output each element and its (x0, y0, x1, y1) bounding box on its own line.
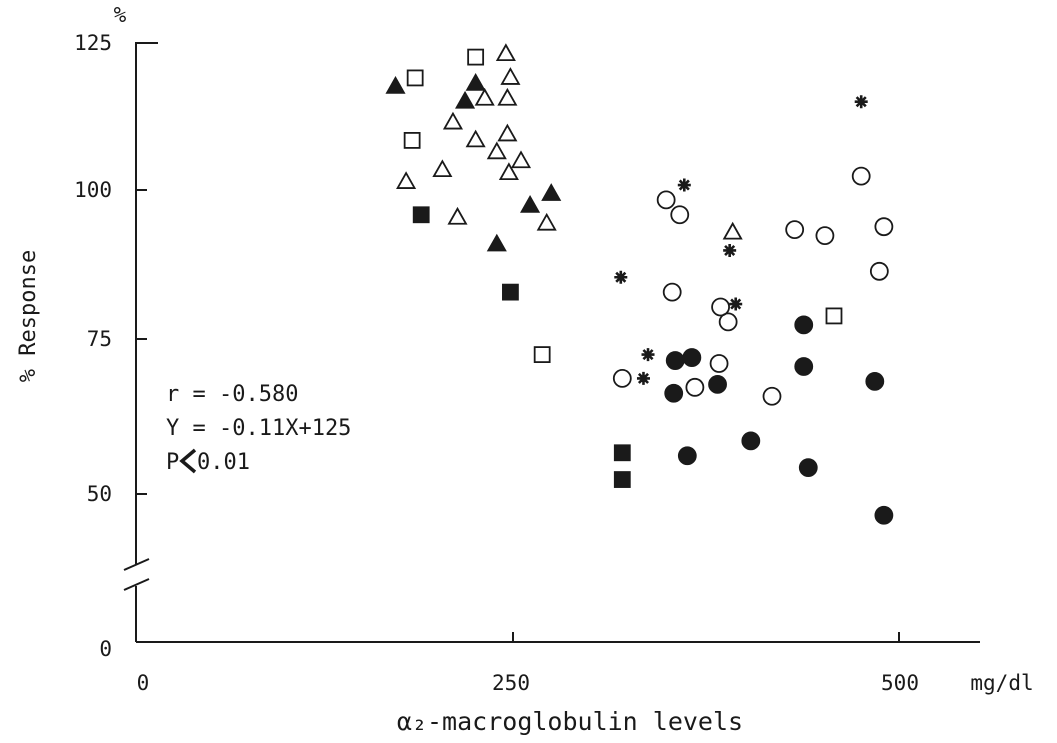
data-point-filled-triangle (486, 233, 507, 252)
data-point-filled-circle (682, 348, 702, 367)
data-point-open-circle (785, 220, 805, 240)
data-point-open-circle (612, 368, 632, 388)
less-than-symbol (179, 448, 197, 474)
data-point-filled-circle (865, 371, 885, 391)
annotation-p-value: 0.01 (197, 450, 250, 475)
annotation-p-letter: P (166, 450, 179, 475)
x-unit-label: mg/dl (970, 671, 1033, 695)
data-point-open-triangle (447, 206, 468, 225)
data-point-open-circle (762, 386, 782, 406)
y-tick-label-125: 125 (74, 31, 112, 55)
data-point-filled-square (412, 206, 430, 224)
data-point-filled-circle (708, 374, 727, 394)
x-tick-label-250: 250 (492, 671, 530, 695)
data-points (385, 43, 894, 525)
data-point-filled-circle (794, 357, 814, 376)
annotation-equation: Y = -0.11X+125 (166, 416, 351, 441)
data-point-open-circle (709, 354, 729, 373)
data-point-asterisk (641, 348, 655, 362)
data-point-open-triangle (474, 87, 495, 106)
data-point-open-triangle (500, 67, 521, 85)
data-point-open-circle (656, 190, 676, 210)
data-point-filled-circle (664, 383, 684, 403)
data-point-filled-circle (794, 315, 814, 335)
data-point-open-triangle (498, 162, 519, 181)
data-point-open-circle (711, 297, 730, 317)
data-point-asterisk (729, 297, 743, 311)
data-point-filled-circle (741, 431, 761, 451)
data-point-open-square (406, 69, 424, 87)
data-point-filled-triangle (385, 76, 406, 94)
data-point-filled-circle (798, 458, 818, 478)
data-point-open-circle (815, 226, 835, 246)
data-point-open-triangle (396, 171, 417, 189)
data-point-open-square (825, 307, 843, 325)
data-point-open-square (467, 48, 485, 66)
data-point-filled-triangle (455, 90, 476, 109)
y-axis-break-mark-2 (123, 578, 150, 591)
data-point-asterisk (723, 243, 737, 257)
data-point-filled-square (502, 283, 519, 301)
data-point-asterisk (614, 270, 628, 284)
data-point-open-triangle (495, 43, 516, 62)
data-point-open-circle (869, 261, 889, 281)
data-point-filled-triangle (520, 195, 541, 213)
data-point-open-circle (718, 312, 738, 332)
data-point-asterisk (636, 371, 650, 385)
data-point-filled-circle (874, 505, 894, 525)
data-point-open-circle (662, 282, 682, 302)
data-point-open-circle (851, 166, 871, 186)
data-point-open-circle (874, 217, 894, 237)
data-point-open-square (403, 131, 421, 149)
data-point-open-triangle (486, 141, 507, 160)
data-point-open-triangle (465, 129, 486, 148)
data-point-filled-triangle (541, 183, 562, 201)
data-point-open-square (533, 346, 551, 364)
y-axis-break-mark-1 (123, 558, 150, 571)
x-tick-label-0: 0 (137, 671, 150, 695)
data-point-filled-triangle (465, 73, 486, 91)
data-point-open-triangle (497, 123, 518, 142)
annotation-r: r = -0.580 (166, 382, 298, 407)
y-tick-label-0: 0 (99, 637, 112, 661)
data-point-open-triangle (442, 111, 464, 130)
x-axis-title: α₂-macroglobulin levels (397, 707, 743, 736)
x-tick-label-500: 500 (881, 671, 919, 695)
data-point-filled-circle (665, 351, 685, 370)
y-axis-title: % Response (16, 250, 41, 382)
data-point-open-triangle (432, 159, 453, 178)
data-point-open-circle (670, 205, 690, 225)
data-point-filled-square (613, 444, 631, 462)
y-unit-label: % (114, 3, 127, 27)
data-point-open-circle (685, 377, 705, 397)
data-point-asterisk (677, 178, 691, 192)
data-point-filled-square (613, 471, 631, 488)
data-point-asterisk (854, 95, 868, 109)
data-point-open-triangle (536, 212, 557, 231)
y-tick-label-100: 100 (74, 178, 112, 202)
data-point-open-triangle (497, 87, 518, 106)
y-tick-label-75: 75 (87, 327, 112, 351)
y-tick-label-50: 50 (87, 482, 112, 506)
data-point-open-triangle (510, 150, 532, 169)
data-point-open-triangle (722, 221, 743, 240)
data-point-filled-circle (677, 446, 697, 466)
